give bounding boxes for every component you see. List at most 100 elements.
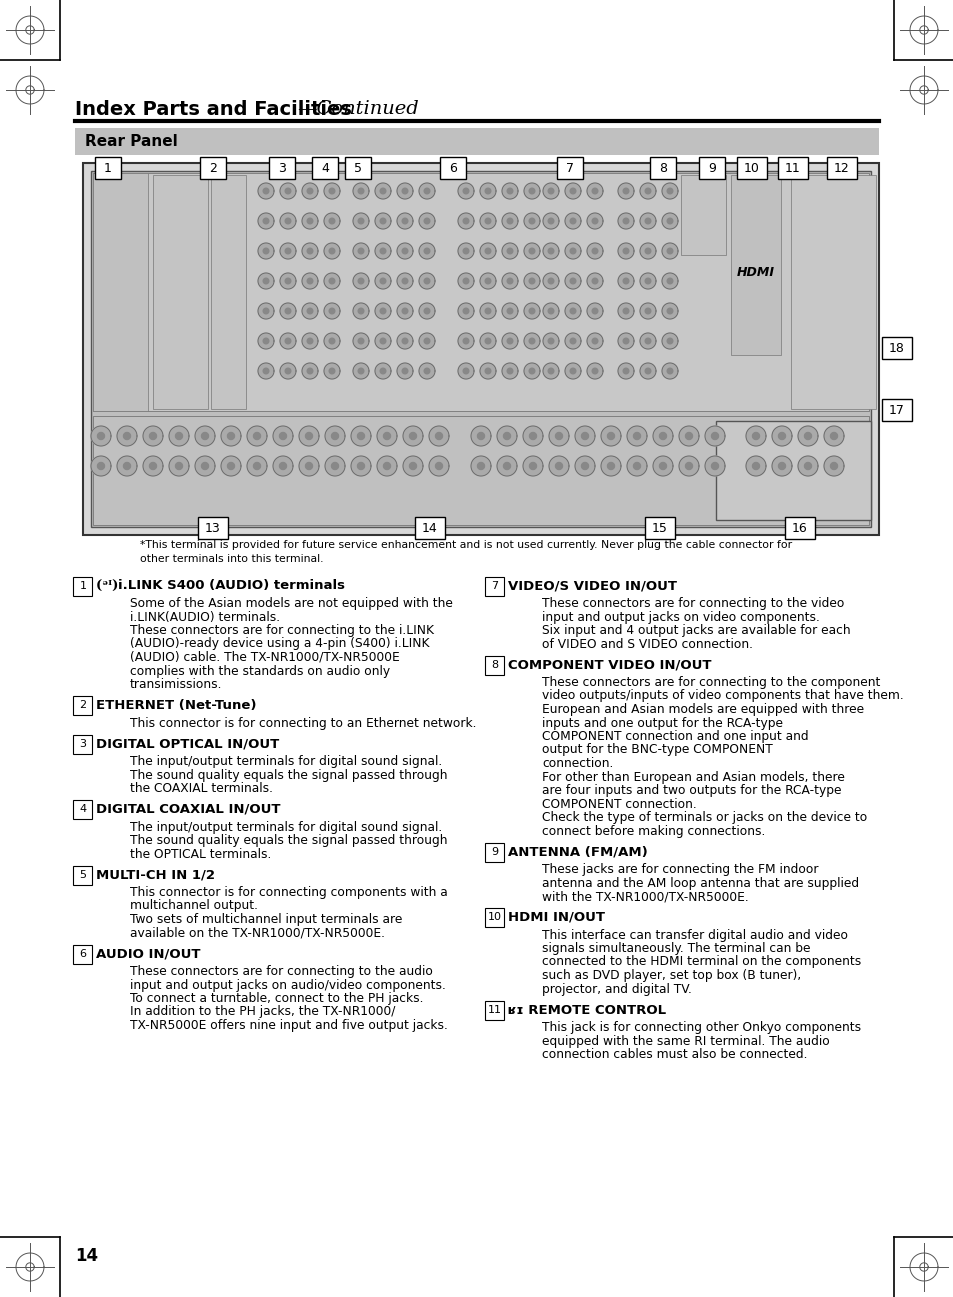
Polygon shape	[123, 432, 131, 440]
Polygon shape	[704, 425, 724, 446]
Polygon shape	[477, 463, 484, 470]
Polygon shape	[548, 309, 554, 314]
Polygon shape	[542, 213, 558, 230]
Text: available on the TX-NR1000/TX-NR5000E.: available on the TX-NR1000/TX-NR5000E.	[130, 926, 385, 939]
FancyBboxPatch shape	[485, 655, 504, 674]
Polygon shape	[666, 368, 672, 374]
Polygon shape	[457, 303, 474, 319]
Polygon shape	[622, 309, 628, 314]
Polygon shape	[424, 339, 430, 344]
Polygon shape	[570, 188, 576, 193]
Text: inputs and one output for the RCA-type: inputs and one output for the RCA-type	[541, 716, 782, 729]
Text: 15: 15	[652, 521, 667, 534]
Polygon shape	[548, 425, 568, 446]
FancyBboxPatch shape	[485, 1000, 504, 1019]
Text: ETHERNET (Net-Tune): ETHERNET (Net-Tune)	[96, 699, 256, 712]
Polygon shape	[529, 309, 535, 314]
Polygon shape	[679, 425, 699, 446]
Text: the COAXIAL terminals.: the COAXIAL terminals.	[130, 782, 273, 795]
Polygon shape	[586, 333, 602, 349]
Text: are four inputs and two outputs for the RCA-type: are four inputs and two outputs for the …	[541, 783, 841, 796]
Text: To connect a turntable, connect to the PH jacks.: To connect a turntable, connect to the P…	[130, 992, 423, 1005]
Polygon shape	[143, 457, 163, 476]
Text: 8: 8	[491, 660, 498, 671]
Text: DIGITAL OPTICAL IN/OUT: DIGITAL OPTICAL IN/OUT	[96, 738, 279, 751]
Polygon shape	[542, 333, 558, 349]
Polygon shape	[592, 218, 598, 224]
Text: DIGITAL COAXIAL IN/OUT: DIGITAL COAXIAL IN/OUT	[96, 803, 280, 816]
Polygon shape	[463, 278, 468, 284]
Polygon shape	[639, 213, 656, 230]
Text: 5: 5	[79, 870, 87, 879]
Polygon shape	[285, 368, 291, 374]
Polygon shape	[771, 457, 791, 476]
Polygon shape	[117, 425, 137, 446]
Text: 16: 16	[791, 521, 807, 534]
Polygon shape	[507, 309, 513, 314]
Polygon shape	[618, 363, 634, 379]
Polygon shape	[302, 213, 317, 230]
Polygon shape	[285, 248, 291, 254]
Polygon shape	[644, 278, 650, 284]
Text: Rear Panel: Rear Panel	[85, 135, 177, 149]
Polygon shape	[771, 425, 791, 446]
FancyBboxPatch shape	[73, 734, 92, 754]
Polygon shape	[280, 243, 295, 259]
Polygon shape	[507, 248, 513, 254]
Text: projector, and digital TV.: projector, and digital TV.	[541, 983, 691, 996]
FancyBboxPatch shape	[73, 865, 92, 885]
Polygon shape	[402, 309, 407, 314]
Polygon shape	[324, 213, 339, 230]
Text: connected to the HDMI terminal on the components: connected to the HDMI terminal on the co…	[541, 956, 861, 969]
Polygon shape	[302, 303, 317, 319]
Polygon shape	[253, 463, 260, 470]
FancyBboxPatch shape	[882, 337, 911, 359]
Polygon shape	[194, 425, 214, 446]
FancyBboxPatch shape	[95, 157, 121, 179]
Text: ʁɪ REMOTE CONTROL: ʁɪ REMOTE CONTROL	[507, 1004, 665, 1017]
Polygon shape	[586, 272, 602, 289]
Polygon shape	[285, 278, 291, 284]
Polygon shape	[402, 278, 407, 284]
Polygon shape	[402, 188, 407, 193]
Polygon shape	[375, 303, 391, 319]
Text: 1: 1	[104, 162, 112, 175]
Polygon shape	[523, 303, 539, 319]
Polygon shape	[463, 339, 468, 344]
Polygon shape	[633, 463, 639, 470]
Polygon shape	[485, 368, 490, 374]
Polygon shape	[357, 339, 363, 344]
Polygon shape	[659, 463, 666, 470]
Polygon shape	[307, 218, 313, 224]
Polygon shape	[752, 463, 759, 470]
Polygon shape	[570, 248, 576, 254]
Polygon shape	[280, 363, 295, 379]
Polygon shape	[548, 368, 554, 374]
Polygon shape	[424, 188, 430, 193]
Polygon shape	[586, 303, 602, 319]
Polygon shape	[830, 463, 837, 470]
Text: The sound quality equals the signal passed through: The sound quality equals the signal pass…	[130, 769, 447, 782]
Polygon shape	[661, 303, 678, 319]
Polygon shape	[194, 457, 214, 476]
Text: ANTENNA (FM/AM): ANTENNA (FM/AM)	[507, 846, 647, 859]
Polygon shape	[424, 278, 430, 284]
Polygon shape	[501, 303, 517, 319]
Polygon shape	[429, 425, 449, 446]
Polygon shape	[485, 248, 490, 254]
Polygon shape	[570, 278, 576, 284]
Text: output for the BNC-type COMPONENT: output for the BNC-type COMPONENT	[541, 743, 772, 756]
FancyBboxPatch shape	[699, 157, 724, 179]
FancyBboxPatch shape	[200, 157, 226, 179]
Polygon shape	[418, 363, 435, 379]
Polygon shape	[353, 183, 369, 198]
Polygon shape	[592, 368, 598, 374]
Polygon shape	[523, 363, 539, 379]
Polygon shape	[529, 368, 535, 374]
FancyBboxPatch shape	[784, 518, 814, 540]
Polygon shape	[618, 243, 634, 259]
Polygon shape	[659, 432, 666, 440]
Polygon shape	[555, 432, 562, 440]
FancyBboxPatch shape	[439, 157, 465, 179]
Polygon shape	[501, 243, 517, 259]
